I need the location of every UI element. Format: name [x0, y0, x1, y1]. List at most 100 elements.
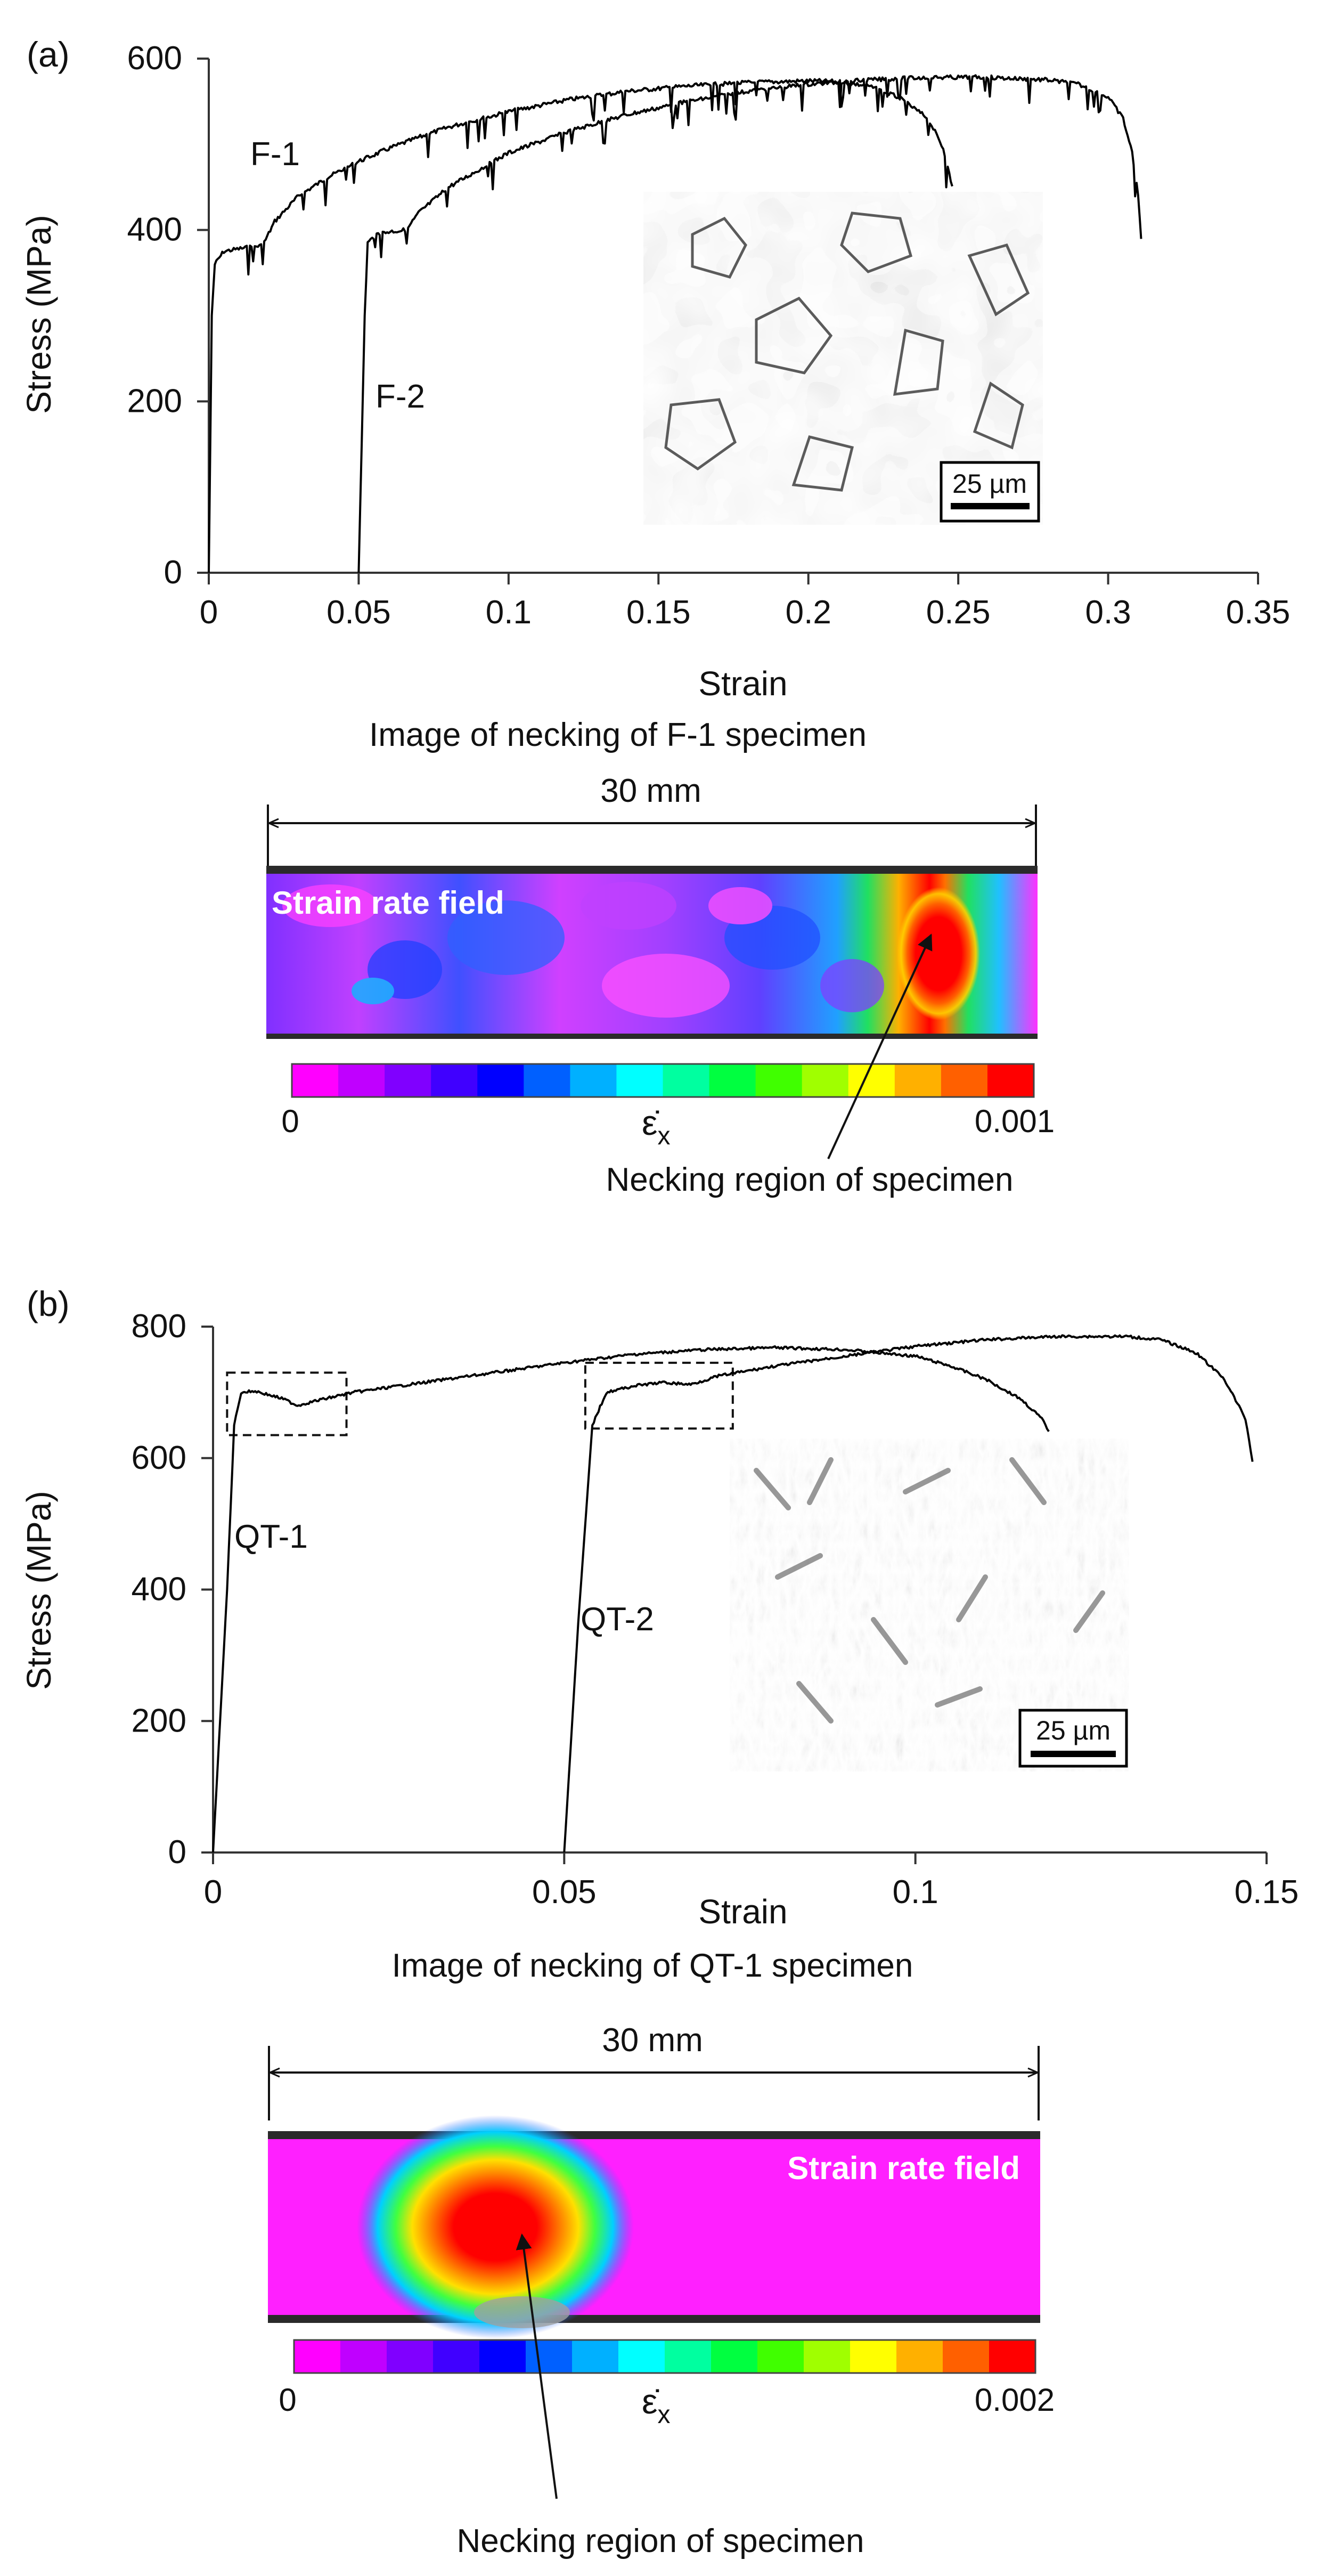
colorbar-segment — [894, 1064, 942, 1097]
length-label-a: 30 mm — [600, 773, 701, 809]
colorbar-segment — [616, 1064, 663, 1097]
field-label-b: Strain rate field — [787, 2150, 1020, 2186]
colorbar-min-a: 0 — [281, 1103, 299, 1139]
colorbar-segment — [385, 1064, 431, 1097]
x-tick-label: 0 — [204, 1874, 222, 1911]
x-tick-label: 0.15 — [626, 594, 691, 631]
necking-arrow-a — [827, 933, 933, 1159]
series-label-f1: F-1 — [250, 136, 300, 173]
colorbar-segment — [479, 2340, 526, 2373]
colorbar-segment — [431, 1064, 478, 1097]
colorbar-segment — [709, 1064, 756, 1097]
colorbar-segment — [294, 2340, 341, 2373]
series-label-qt2: QT-2 — [581, 1601, 654, 1638]
colorbar-segment — [433, 2340, 480, 2373]
x-tick-label: 0.05 — [532, 1874, 597, 1911]
x-tick-label: 0 — [200, 594, 218, 631]
micrograph-inset-a: 25 µm — [643, 192, 1043, 525]
colorbar-segment — [804, 2340, 851, 2373]
colorbar-segment — [989, 2340, 1036, 2373]
x-tick-label: 0.3 — [1085, 594, 1131, 631]
dashed-highlight-box — [226, 1371, 348, 1436]
colorbar-outline — [291, 1063, 1035, 1098]
necking-hotspot-a — [897, 887, 980, 1020]
series-label-f2: F-2 — [375, 378, 425, 415]
x-tick-label: 0.2 — [786, 594, 831, 631]
necking-region-label-a: Necking region of specimen — [606, 1161, 1013, 1198]
colorbar-symbol-b: ε̇x — [642, 2382, 670, 2429]
colorbar-segment — [572, 2340, 619, 2373]
colorbar-segment — [757, 2340, 804, 2373]
colorbar-outline — [293, 2339, 1036, 2374]
y-tick-label: 600 — [127, 40, 182, 77]
colorbar-segment — [802, 1064, 849, 1097]
colorbar-segment — [941, 1064, 988, 1097]
colorbar-segment — [526, 2340, 573, 2373]
colorbar-segment — [848, 1064, 895, 1097]
series-line-qt-2 — [563, 1334, 1254, 1853]
x-tick-label: 0.15 — [1235, 1874, 1299, 1911]
colorbar-segment — [943, 2340, 990, 2373]
necking-title-b: Image of necking of QT-1 specimen — [392, 1947, 913, 1984]
y-tick-label: 400 — [132, 1571, 186, 1608]
x-tick-label: 0.05 — [326, 594, 391, 631]
stress-strain-chart-a: (a) 0 0.05 0.1 0.15 0.2 0.25 0.3 0.35 0 200 400 600… — [20, 35, 1290, 703]
micrograph-inset-b: 25 µm — [730, 1439, 1129, 1771]
colorbar-a — [291, 1063, 1035, 1098]
series-line-qt-1 — [212, 1345, 1050, 1853]
necking-region-label-b: Necking region of specimen — [456, 2523, 864, 2559]
necking-image-b: Image of necking of QT-1 specimen 30 mm … — [268, 1947, 1055, 2559]
x-axis-title-b: Strain — [698, 1892, 787, 1931]
y-axis-title-a: Stress (MPa) — [20, 215, 58, 413]
colorbar-segment — [663, 1064, 710, 1097]
series-label-qt1: QT-1 — [234, 1518, 308, 1555]
series-line-f-1 — [208, 78, 953, 573]
y-tick-label: 200 — [127, 383, 182, 419]
panel-label-a: (a) — [27, 35, 70, 74]
colorbar-segment — [665, 2340, 712, 2373]
colorbar-max-a: 0.001 — [975, 1103, 1055, 1139]
necking-arrow-b — [516, 2233, 558, 2499]
field-label-a: Strain rate field — [272, 885, 504, 921]
colorbar-b — [293, 2339, 1036, 2374]
y-axis-title-b: Stress (MPa) — [20, 1491, 58, 1689]
dashed-highlight-box — [584, 1361, 734, 1430]
scale-bar-label-a: 25 µm — [952, 469, 1027, 499]
colorbar-segment — [477, 1064, 524, 1097]
y-tick-label: 800 — [132, 1308, 186, 1345]
colorbar-min-b: 0 — [279, 2382, 296, 2418]
colorbar-segment — [524, 1064, 570, 1097]
y-tick-label: 0 — [168, 1834, 186, 1871]
x-tick-label: 0.35 — [1226, 594, 1291, 631]
field-blobs-a — [282, 882, 884, 1018]
colorbar-segment — [618, 2340, 665, 2373]
series-line-f-2 — [357, 74, 1142, 573]
x-tick-label: 0.25 — [926, 594, 991, 631]
x-axis-title-a: Strain — [698, 664, 787, 703]
x-tick-label: 0.1 — [486, 594, 532, 631]
colorbar-segment — [987, 1064, 1034, 1097]
colorbar-segment — [711, 2340, 758, 2373]
colorbar-symbol-a: ε̇x — [642, 1103, 670, 1150]
colorbar-segment — [340, 2340, 387, 2373]
x-tick-label: 0.1 — [893, 1874, 938, 1911]
y-tick-label: 200 — [132, 1702, 186, 1739]
necking-title-a: Image of necking of F-1 specimen — [369, 717, 867, 753]
colorbar-max-b: 0.002 — [975, 2382, 1055, 2418]
y-tick-label: 600 — [132, 1440, 186, 1476]
y-tick-label: 0 — [164, 554, 182, 591]
colorbar-segment — [338, 1064, 385, 1097]
colorbar-segment — [896, 2340, 943, 2373]
y-tick-label: 400 — [127, 212, 182, 248]
colorbar-segment — [292, 1064, 339, 1097]
necking-hotspot-b — [357, 2115, 634, 2339]
colorbar-segment — [850, 2340, 897, 2373]
colorbar-segment — [570, 1064, 617, 1097]
colorbar-segment — [755, 1064, 803, 1097]
necking-image-a: Image of necking of F-1 specimen 30 mm S… — [266, 717, 1055, 1198]
colorbar-segment — [387, 2340, 434, 2373]
scale-bar-label-b: 25 µm — [1036, 1716, 1111, 1745]
panel-label-b: (b) — [27, 1284, 70, 1323]
